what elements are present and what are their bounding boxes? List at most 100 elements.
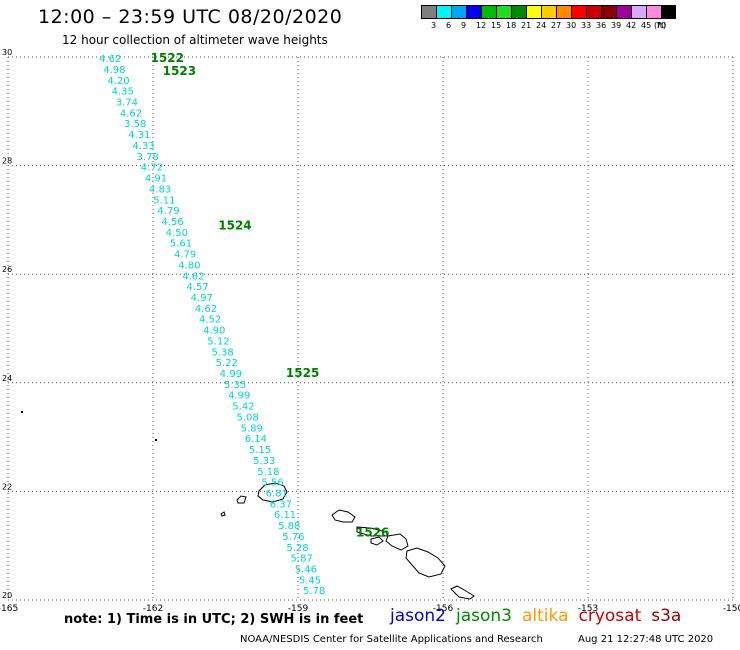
- longitude-label: -153: [578, 604, 598, 614]
- legend-swatch: [646, 5, 661, 19]
- legend-label: 15: [491, 21, 502, 30]
- swh-value: 5.18: [257, 467, 279, 478]
- legend-swatch: [481, 5, 496, 19]
- legend-swatch: [586, 5, 601, 19]
- swh-value: 6.11: [274, 510, 296, 521]
- legend-swatch: [466, 5, 481, 19]
- legend-label: 36: [596, 21, 607, 30]
- satellite-legend: jason2 jason3 altika cryosat s3a: [390, 606, 681, 626]
- legend-label: 6: [446, 21, 452, 30]
- latitude-label: 28: [2, 157, 12, 166]
- legend-label: 70: [656, 21, 667, 30]
- legend-swatch: [601, 5, 616, 19]
- swh-value: 5.33: [253, 456, 275, 467]
- orbit-number: 1523: [163, 64, 196, 78]
- orbit-number: 1522: [151, 51, 184, 65]
- latitude-label: 24: [2, 374, 12, 383]
- swh-value: 5.11: [153, 195, 175, 206]
- swh-value: 5.38: [211, 347, 233, 358]
- swh-value: 5.87: [291, 554, 313, 565]
- legend-swatch: [496, 5, 511, 19]
- latitude-label: 20: [2, 591, 12, 600]
- longitude-label: -162: [143, 604, 163, 614]
- satellite-name: s3a: [651, 606, 682, 626]
- legend-label: 39: [611, 21, 622, 30]
- swh-value: 5.76: [282, 532, 304, 543]
- swh-value: 5.89: [241, 423, 263, 434]
- legend-labels: 3 6 9 12 15 18 21 24 27 30 33 36 39 42 45 70 (ft): [421, 19, 676, 31]
- footer-note: note: 1) Time is in UTC; 2) SWH is in fe…: [64, 612, 364, 627]
- swh-value: 4.98: [103, 65, 125, 76]
- latitude-label: 30: [2, 48, 12, 57]
- swh-value: 4.52: [199, 315, 221, 326]
- swh-value: 4.83: [149, 184, 171, 195]
- legend-swatch: [451, 5, 466, 19]
- legend-label: 18: [506, 21, 517, 30]
- swh-value: 5.78: [303, 586, 325, 597]
- swh-value: 4.20: [107, 76, 129, 87]
- island-outline: [331, 509, 356, 523]
- satellite-name: jason2: [390, 606, 446, 626]
- orbit-number: 1524: [218, 218, 251, 232]
- legend-swatch: [436, 5, 451, 19]
- orbit-number: 1525: [286, 366, 319, 380]
- swh-value: 4.56: [162, 217, 184, 228]
- latitude-label: 22: [2, 482, 12, 491]
- swh-value: 5.28: [286, 543, 308, 554]
- legend-label: 3: [431, 21, 437, 30]
- swh-value: 4.62: [120, 108, 142, 119]
- legend-label: 9: [461, 21, 467, 30]
- swh-value: 4.62: [99, 54, 121, 65]
- map-subtitle: 12 hour collection of altimeter wave hei…: [62, 33, 328, 47]
- swh-value: 6.14: [245, 434, 267, 445]
- swh-value: 4.99: [228, 391, 250, 402]
- satellite-name: jason3: [456, 606, 512, 626]
- island-dot: [21, 411, 23, 413]
- legend-label: 42: [626, 21, 637, 30]
- island-outline: [370, 536, 384, 546]
- legend-swatch: [511, 5, 526, 19]
- swh-value: 4.97: [191, 293, 213, 304]
- swh-value: 5.15: [249, 445, 271, 456]
- satellite-name: altika: [522, 606, 569, 626]
- longitude-label: -159: [288, 604, 309, 614]
- swh-value: 4.91: [145, 174, 167, 185]
- swh-value: 5.35: [224, 380, 246, 391]
- legend-swatch: [631, 5, 646, 19]
- swh-value: 5.42: [232, 402, 254, 413]
- swh-value: 4.80: [178, 260, 200, 271]
- satellite-name: cryosat: [578, 606, 642, 626]
- swh-value: 3.58: [124, 119, 146, 130]
- island-outline: [257, 482, 288, 503]
- swh-value: 5.08: [236, 412, 258, 423]
- swh-value: 4.35: [112, 87, 134, 98]
- legend-swatch: [541, 5, 556, 19]
- color-legend: 3 6 9 12 15 18 21 24 27 30 33 36 39 42 45 70 (ft): [421, 5, 676, 31]
- swh-value: 4.79: [157, 206, 179, 217]
- legend-label: 30: [566, 21, 577, 30]
- orbit-number: 1526: [356, 526, 389, 540]
- swh-value: 6.37: [270, 499, 292, 510]
- swh-value: 5.88: [278, 521, 300, 532]
- swh-value: 4.79: [174, 250, 196, 261]
- swh-value: 5.46: [295, 565, 317, 576]
- swh-value: 3.78: [137, 152, 159, 163]
- swh-value: 5.56: [261, 478, 283, 489]
- legend-label: 24: [536, 21, 547, 30]
- legend-swatch: [616, 5, 631, 19]
- swh-value: 4.62: [182, 271, 204, 282]
- swh-value: 5.61: [170, 239, 192, 250]
- longitude-label: -150: [723, 604, 740, 614]
- island-outline: [220, 511, 226, 517]
- legend-label: 45: [641, 21, 652, 30]
- swh-value: 4.62: [195, 304, 217, 315]
- swh-value: 5.12: [207, 336, 229, 347]
- swh-value: 4.31: [128, 130, 150, 141]
- latitude-label: 26: [2, 265, 12, 274]
- swh-value: 6.81: [266, 488, 288, 499]
- swh-value: 5.45: [299, 575, 321, 586]
- legend-label: 33: [581, 21, 592, 30]
- legend-label: 12: [476, 21, 487, 30]
- credit-text: NOAA/NESDIS Center for Satellite Applica…: [240, 634, 543, 645]
